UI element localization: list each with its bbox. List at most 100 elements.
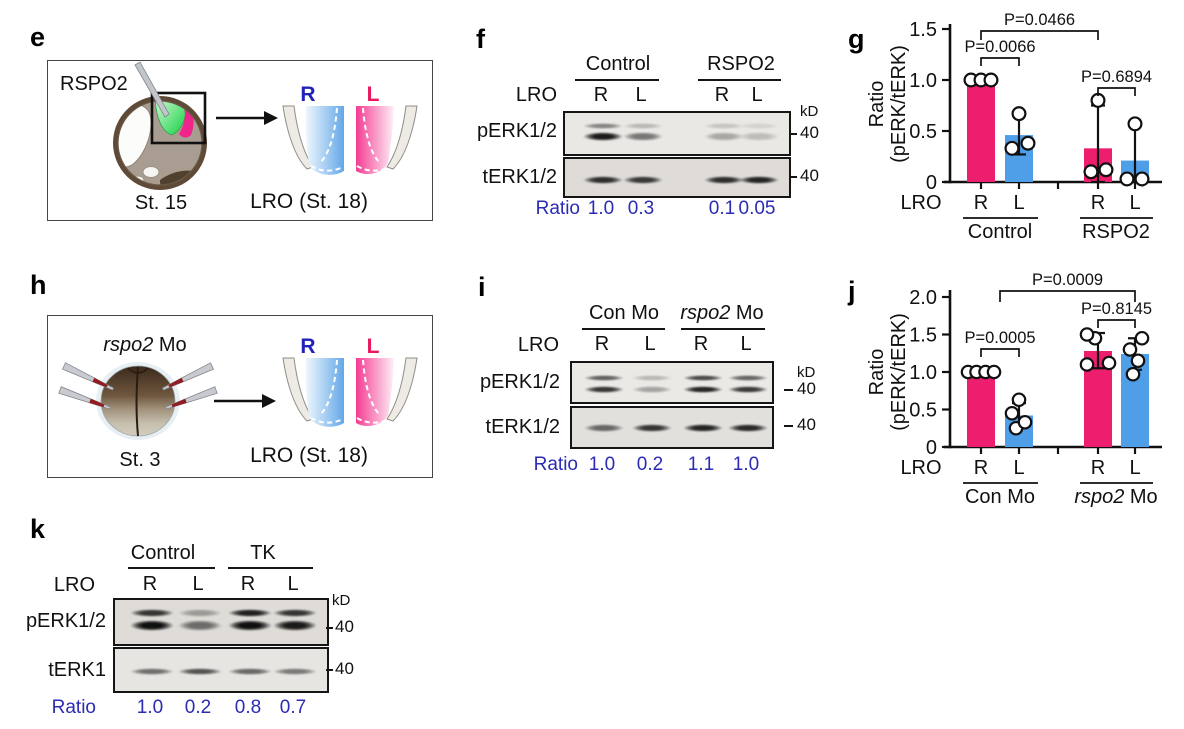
lro-right-label-h: R (300, 335, 316, 358)
p-value-label: P=0.0005 (964, 329, 1035, 347)
lro-caption-e: LRO (St. 18) (250, 190, 368, 213)
blot-band (623, 123, 663, 129)
marker-40: 40 (800, 166, 819, 185)
marker-tick (789, 133, 797, 135)
blot-band (130, 667, 174, 675)
blot-band (632, 424, 672, 432)
x-axis-prefix: LRO (900, 457, 941, 479)
y-tick-label: 1.0 (909, 70, 937, 92)
lro-left-label-h: L (366, 335, 380, 358)
x-category-label: R (974, 457, 988, 479)
bar (967, 372, 995, 447)
blot-i-row2-label: tERK1/2 (485, 416, 560, 438)
blot-band (704, 123, 744, 129)
blot-band (583, 176, 623, 184)
blot-band (130, 609, 174, 617)
y-tick-label: 2.0 (909, 287, 937, 309)
data-point (1017, 414, 1033, 430)
marker-40: 40 (797, 415, 816, 434)
panel-i-label: i (478, 272, 486, 302)
ratio-value: 1.0 (587, 198, 615, 219)
ratio-value: 0.8 (234, 697, 262, 718)
blot-f-row2-label: tERK1/2 (482, 166, 557, 188)
arrow-right-icon (214, 394, 276, 408)
blot-band (228, 609, 272, 617)
blot-band (683, 385, 723, 393)
marker-tick (326, 669, 333, 671)
arrow-right-icon (216, 111, 278, 125)
blot-band (583, 131, 623, 141)
ratio-label-f: Ratio (535, 198, 580, 219)
ratio-value: 1.0 (136, 697, 164, 718)
group-underline (575, 79, 659, 81)
blot-i-group-rspo2mo: rspo2 Mo (680, 302, 764, 324)
needle-red-segment (92, 377, 108, 388)
group-label: Con Mo (965, 486, 1035, 508)
p-value-label: P=0.0066 (964, 38, 1035, 56)
data-point (986, 364, 1002, 380)
marker-40: 40 (335, 617, 354, 636)
lro-caption-h: LRO (St. 18) (250, 444, 368, 467)
kd-label-f: kD (800, 103, 819, 120)
data-point (1020, 135, 1036, 151)
stage-label-h: St. 3 (119, 449, 161, 471)
needle-red-segment (89, 398, 105, 408)
blot-f-group-control: Control (585, 53, 651, 75)
needle-red-segment (168, 377, 184, 388)
data-point (1127, 116, 1143, 132)
p-value-label: P=0.8145 (1081, 300, 1152, 318)
blot-band (704, 176, 744, 184)
group-label: rspo2 Mo (1074, 486, 1157, 508)
ratio-value: 1.1 (687, 454, 715, 475)
blot-band (584, 375, 624, 381)
data-point (1098, 162, 1114, 178)
ratio-label-i: Ratio (533, 454, 578, 475)
blot-band (584, 385, 624, 393)
chart-j-ylabel: Ratio (pERK/tERK) (866, 284, 910, 460)
blot-band (178, 619, 222, 631)
x-category-label: L (1129, 192, 1140, 214)
lro-dashed-outline (356, 107, 390, 172)
lane-label: R (240, 573, 256, 595)
ratio-value: 0.2 (184, 697, 212, 718)
rspo2-mo-label: rspo2 Mo (103, 334, 187, 356)
blot-band (623, 131, 663, 141)
ratio-value: 0.1 (708, 198, 736, 219)
blot-k-perk (113, 598, 329, 646)
ratio-value: 0.05 (738, 198, 776, 219)
lro-dashed-outline (310, 359, 344, 424)
group-underline (698, 79, 781, 81)
ratio-value: 0.3 (627, 198, 655, 219)
panel-h-label: h (30, 270, 47, 300)
significance-bracket (980, 57, 1020, 66)
blot-band (728, 375, 768, 381)
blot-band (632, 375, 672, 381)
lro-dashed-outline (310, 107, 344, 172)
lane-label: L (287, 573, 299, 595)
panel-g-label: g (848, 24, 865, 54)
blot-k-group-control: Control (130, 542, 196, 564)
marker-tick (784, 425, 793, 427)
x-category-label: L (1013, 457, 1024, 479)
blot-k-terk (113, 647, 329, 693)
lro-right-wall (386, 105, 418, 170)
y-tick-label: 0.5 (909, 400, 937, 422)
data-point (1134, 330, 1150, 346)
blot-band (273, 609, 317, 617)
data-point (1079, 357, 1095, 372)
panel-f-label: f (476, 24, 485, 54)
marker-40: 40 (335, 659, 354, 678)
lane-label: R (593, 84, 609, 106)
data-point (1011, 106, 1027, 122)
lro-right-side-blue (305, 106, 344, 175)
blot-band (728, 424, 768, 432)
y-tick-label: 1.5 (909, 19, 937, 41)
ylabel-line1: Ratio (866, 348, 888, 396)
significance-bracket (999, 290, 1136, 302)
blot-band (178, 667, 222, 675)
cleavage-line (135, 366, 139, 437)
x-category-label: R (1091, 192, 1105, 214)
p-value-label: P=0.6894 (1081, 68, 1152, 86)
data-point (1134, 171, 1150, 187)
stage-label-e: St. 15 (134, 192, 188, 214)
